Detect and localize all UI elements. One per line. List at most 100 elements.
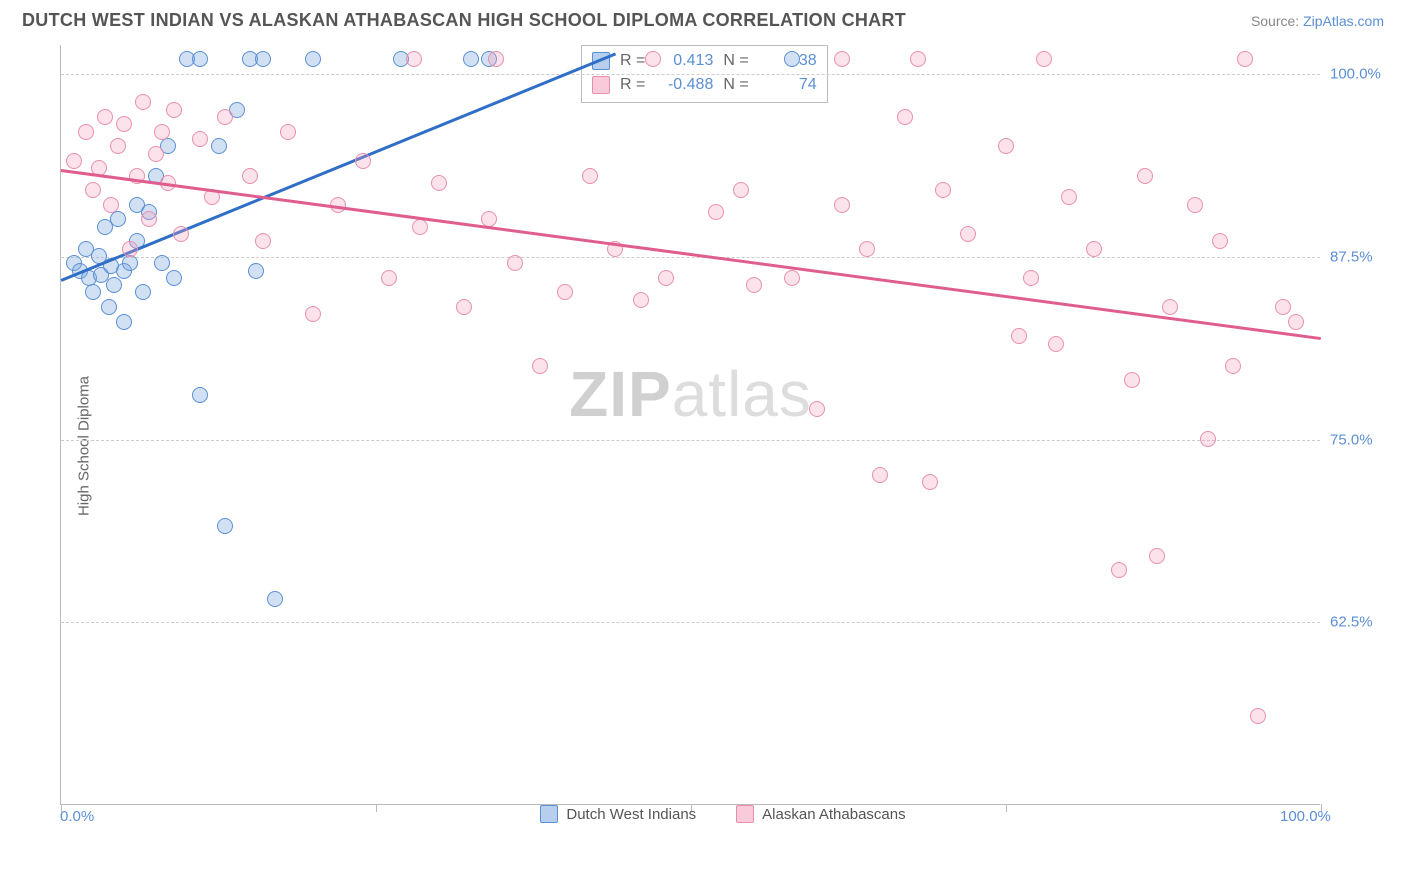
scatter-point: [557, 284, 573, 300]
scatter-point: [960, 226, 976, 242]
scatter-point: [122, 241, 138, 257]
legend-item-blue: Dutch West Indians: [540, 805, 696, 823]
scatter-point: [154, 255, 170, 271]
scatter-point: [85, 182, 101, 198]
scatter-point: [305, 51, 321, 67]
scatter-point: [166, 102, 182, 118]
source-link[interactable]: ZipAtlas.com: [1303, 13, 1384, 29]
scatter-point: [173, 226, 189, 242]
chart-area: ZIPatlas R = 0.413 N = 38 R = -0.488 N =…: [60, 37, 1386, 827]
scatter-point: [784, 270, 800, 286]
scatter-point: [116, 314, 132, 330]
scatter-point: [532, 358, 548, 374]
scatter-point: [507, 255, 523, 271]
stats-row-pink: R = -0.488 N = 74: [592, 73, 817, 97]
legend-swatch-pink-icon: [736, 805, 754, 823]
legend-label-pink: Alaskan Athabascans: [762, 806, 905, 823]
scatter-point: [267, 591, 283, 607]
y-tick-label: 87.5%: [1330, 248, 1406, 265]
r-value-pink: -0.488: [655, 73, 713, 97]
scatter-point: [1011, 328, 1027, 344]
scatter-point: [1149, 548, 1165, 564]
scatter-point: [658, 270, 674, 286]
scatter-point: [910, 51, 926, 67]
scatter-point: [1023, 270, 1039, 286]
scatter-point: [110, 138, 126, 154]
legend-label-blue: Dutch West Indians: [566, 806, 696, 823]
scatter-point: [834, 51, 850, 67]
r-value-blue: 0.413: [655, 49, 713, 73]
source-label: Source:: [1251, 13, 1299, 29]
bottom-legend: Dutch West Indians Alaskan Athabascans: [60, 805, 1386, 823]
source-attribution: Source: ZipAtlas.com: [1251, 13, 1384, 29]
scatter-point: [192, 131, 208, 147]
scatter-point: [305, 306, 321, 322]
scatter-point: [217, 518, 233, 534]
y-tick-label: 75.0%: [1330, 431, 1406, 448]
scatter-point: [1048, 336, 1064, 352]
scatter-point: [148, 146, 164, 162]
scatter-point: [141, 211, 157, 227]
scatter-point: [78, 124, 94, 140]
grid-line: [61, 440, 1320, 441]
scatter-point: [1200, 431, 1216, 447]
chart-title: DUTCH WEST INDIAN VS ALASKAN ATHABASCAN …: [22, 10, 906, 31]
scatter-point: [1250, 708, 1266, 724]
scatter-point: [97, 109, 113, 125]
scatter-point: [1111, 562, 1127, 578]
scatter-point: [255, 233, 271, 249]
scatter-point: [809, 401, 825, 417]
scatter-point: [135, 94, 151, 110]
scatter-point: [1086, 241, 1102, 257]
chart-header: DUTCH WEST INDIAN VS ALASKAN ATHABASCAN …: [0, 0, 1406, 37]
scatter-point: [746, 277, 762, 293]
trend-line: [61, 169, 1321, 340]
grid-line: [61, 622, 1320, 623]
scatter-point: [645, 51, 661, 67]
scatter-point: [406, 51, 422, 67]
watermark: ZIPatlas: [569, 357, 812, 431]
scatter-point: [116, 116, 132, 132]
x-tick-label-right: 100.0%: [1280, 808, 1331, 825]
scatter-point: [217, 109, 233, 125]
scatter-point: [381, 270, 397, 286]
plot-area: ZIPatlas R = 0.413 N = 38 R = -0.488 N =…: [60, 45, 1320, 805]
scatter-point: [708, 204, 724, 220]
grid-line: [61, 74, 1320, 75]
scatter-point: [859, 241, 875, 257]
scatter-point: [355, 153, 371, 169]
stats-row-blue: R = 0.413 N = 38: [592, 49, 817, 73]
scatter-point: [463, 51, 479, 67]
scatter-point: [922, 474, 938, 490]
scatter-point: [834, 197, 850, 213]
grid-line: [61, 257, 1320, 258]
scatter-point: [488, 51, 504, 67]
watermark-bold: ZIP: [569, 358, 672, 430]
scatter-point: [106, 277, 122, 293]
x-tick-label-left: 0.0%: [60, 808, 94, 825]
scatter-point: [1225, 358, 1241, 374]
y-tick-label: 62.5%: [1330, 614, 1406, 631]
n-label: N =: [723, 73, 748, 97]
scatter-point: [1036, 51, 1052, 67]
scatter-point: [66, 153, 82, 169]
scatter-point: [897, 109, 913, 125]
scatter-point: [733, 182, 749, 198]
scatter-point: [192, 387, 208, 403]
scatter-point: [784, 51, 800, 67]
scatter-point: [1061, 189, 1077, 205]
scatter-point: [998, 138, 1014, 154]
scatter-point: [633, 292, 649, 308]
scatter-point: [412, 219, 428, 235]
scatter-point: [135, 284, 151, 300]
trend-line: [61, 52, 616, 281]
scatter-point: [85, 284, 101, 300]
r-label: R =: [620, 73, 645, 97]
n-value-pink: 74: [759, 73, 817, 97]
r-label: R =: [620, 49, 645, 73]
scatter-point: [211, 138, 227, 154]
scatter-point: [582, 168, 598, 184]
watermark-light: atlas: [672, 358, 812, 430]
scatter-point: [1187, 197, 1203, 213]
scatter-point: [1162, 299, 1178, 315]
